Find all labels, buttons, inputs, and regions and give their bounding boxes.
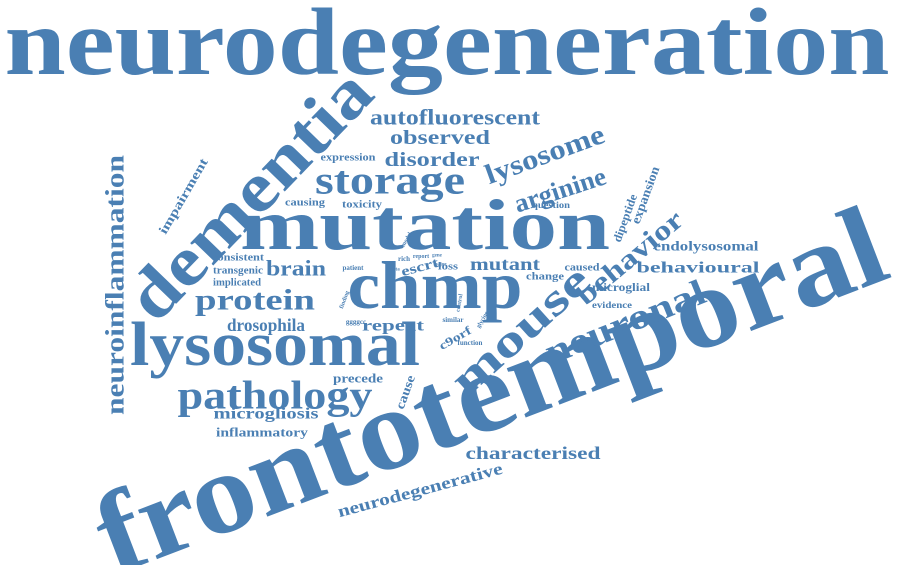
cloud-word: function: [458, 339, 483, 347]
cloud-word: protein: [195, 284, 315, 317]
cloud-word: autofluorescent: [370, 105, 541, 130]
cloud-word: expression: [321, 153, 377, 164]
cloud-word: neurodegeneration: [5, 0, 890, 95]
cloud-word: evidence: [592, 300, 632, 310]
cloud-word: mutation: [240, 185, 610, 265]
cloud-word: chmp: [348, 247, 523, 323]
cloud-word: control: [455, 293, 464, 312]
cloud-word: transgenic: [213, 266, 264, 277]
cloud-word: causing: [285, 198, 325, 209]
cloud-word: change: [526, 272, 565, 283]
cloud-word: consistent: [212, 253, 265, 264]
cloud-word: gene: [432, 254, 443, 259]
cloud-word: repeat: [362, 318, 425, 335]
cloud-word: endolysosomal: [654, 240, 759, 255]
cloud-word: question: [532, 200, 570, 210]
cloud-word: inflammatory: [216, 425, 309, 440]
cloud-word: lysosomal: [130, 311, 420, 379]
cloud-word: caused: [565, 263, 601, 274]
cloud-word: disorder: [385, 149, 480, 171]
cloud-word: patient: [343, 264, 365, 272]
cloud-word: rich: [398, 255, 410, 263]
cloud-word: report: [413, 254, 429, 260]
cloud-word: behavioural: [637, 260, 761, 277]
cloud-word: ggggcc: [346, 318, 366, 326]
cloud-word: pathology: [178, 373, 373, 418]
cloud-word: major: [433, 263, 447, 268]
cloud-word: microgliosis: [214, 406, 319, 423]
cloud-word: microglial: [592, 280, 651, 294]
cloud-word: implicated: [213, 278, 261, 289]
cloud-word: observed: [390, 127, 490, 149]
cloud-word: neuroinflammation: [101, 154, 130, 415]
cloud-word: storage: [315, 158, 465, 203]
cloud-word: data: [390, 268, 400, 273]
cloud-word: precede: [333, 371, 383, 386]
cloud-word: drosophila: [227, 315, 305, 335]
cloud-word: toxicity: [342, 200, 382, 211]
cloud-word: brain: [266, 256, 326, 281]
cloud-word: characterised: [466, 443, 601, 463]
cloud-word: similar: [443, 316, 464, 324]
cloud-word: loss: [438, 262, 458, 273]
cloud-word: mutant: [470, 254, 540, 274]
cloud-word: finding: [339, 290, 351, 309]
